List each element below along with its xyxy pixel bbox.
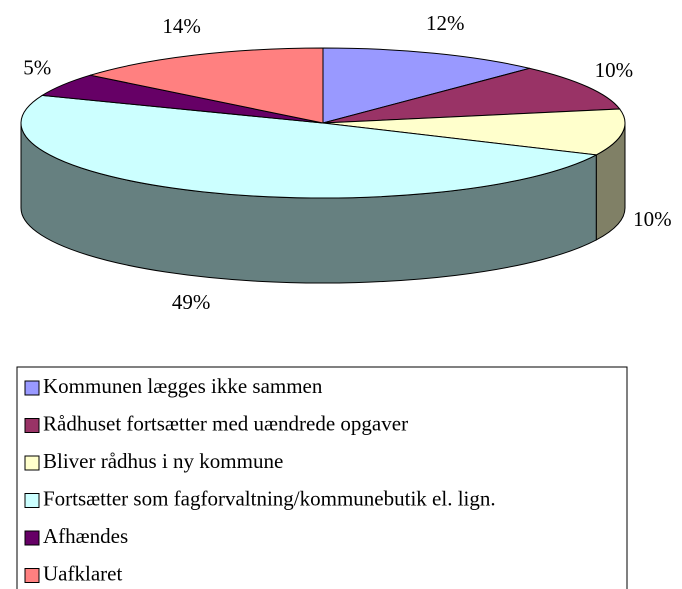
legend-swatch — [24, 568, 40, 583]
legend-swatch — [24, 530, 40, 546]
legend-label: Afhændes — [43, 524, 128, 548]
data-label: 49% — [172, 290, 211, 314]
data-label: 12% — [426, 11, 465, 35]
data-label: 10% — [633, 207, 672, 231]
data-label: 10% — [595, 58, 634, 82]
legend-label: Uafklaret — [43, 561, 122, 585]
legend-swatch — [24, 418, 40, 433]
data-label: 5% — [23, 55, 51, 79]
legend-swatch — [24, 493, 40, 508]
pie-slice — [322, 108, 626, 156]
legend-box — [16, 366, 628, 589]
legend-label: Rådhuset fortsætter med uændrede opgaver — [43, 411, 408, 435]
legend-label: Bliver rådhus i ny kommune — [43, 449, 283, 473]
pie-slice — [90, 47, 324, 124]
legend-label: Kommunen lægges ikke sammen — [43, 374, 323, 398]
pie-slice — [322, 67, 621, 124]
pie-slice — [322, 47, 530, 124]
legend-swatch — [24, 380, 40, 396]
pie-slice — [20, 94, 598, 199]
legend-label: Fortsætter som fagforvaltning/kommunebut… — [43, 486, 496, 510]
data-label: 14% — [162, 14, 201, 38]
legend-swatch — [24, 455, 40, 471]
